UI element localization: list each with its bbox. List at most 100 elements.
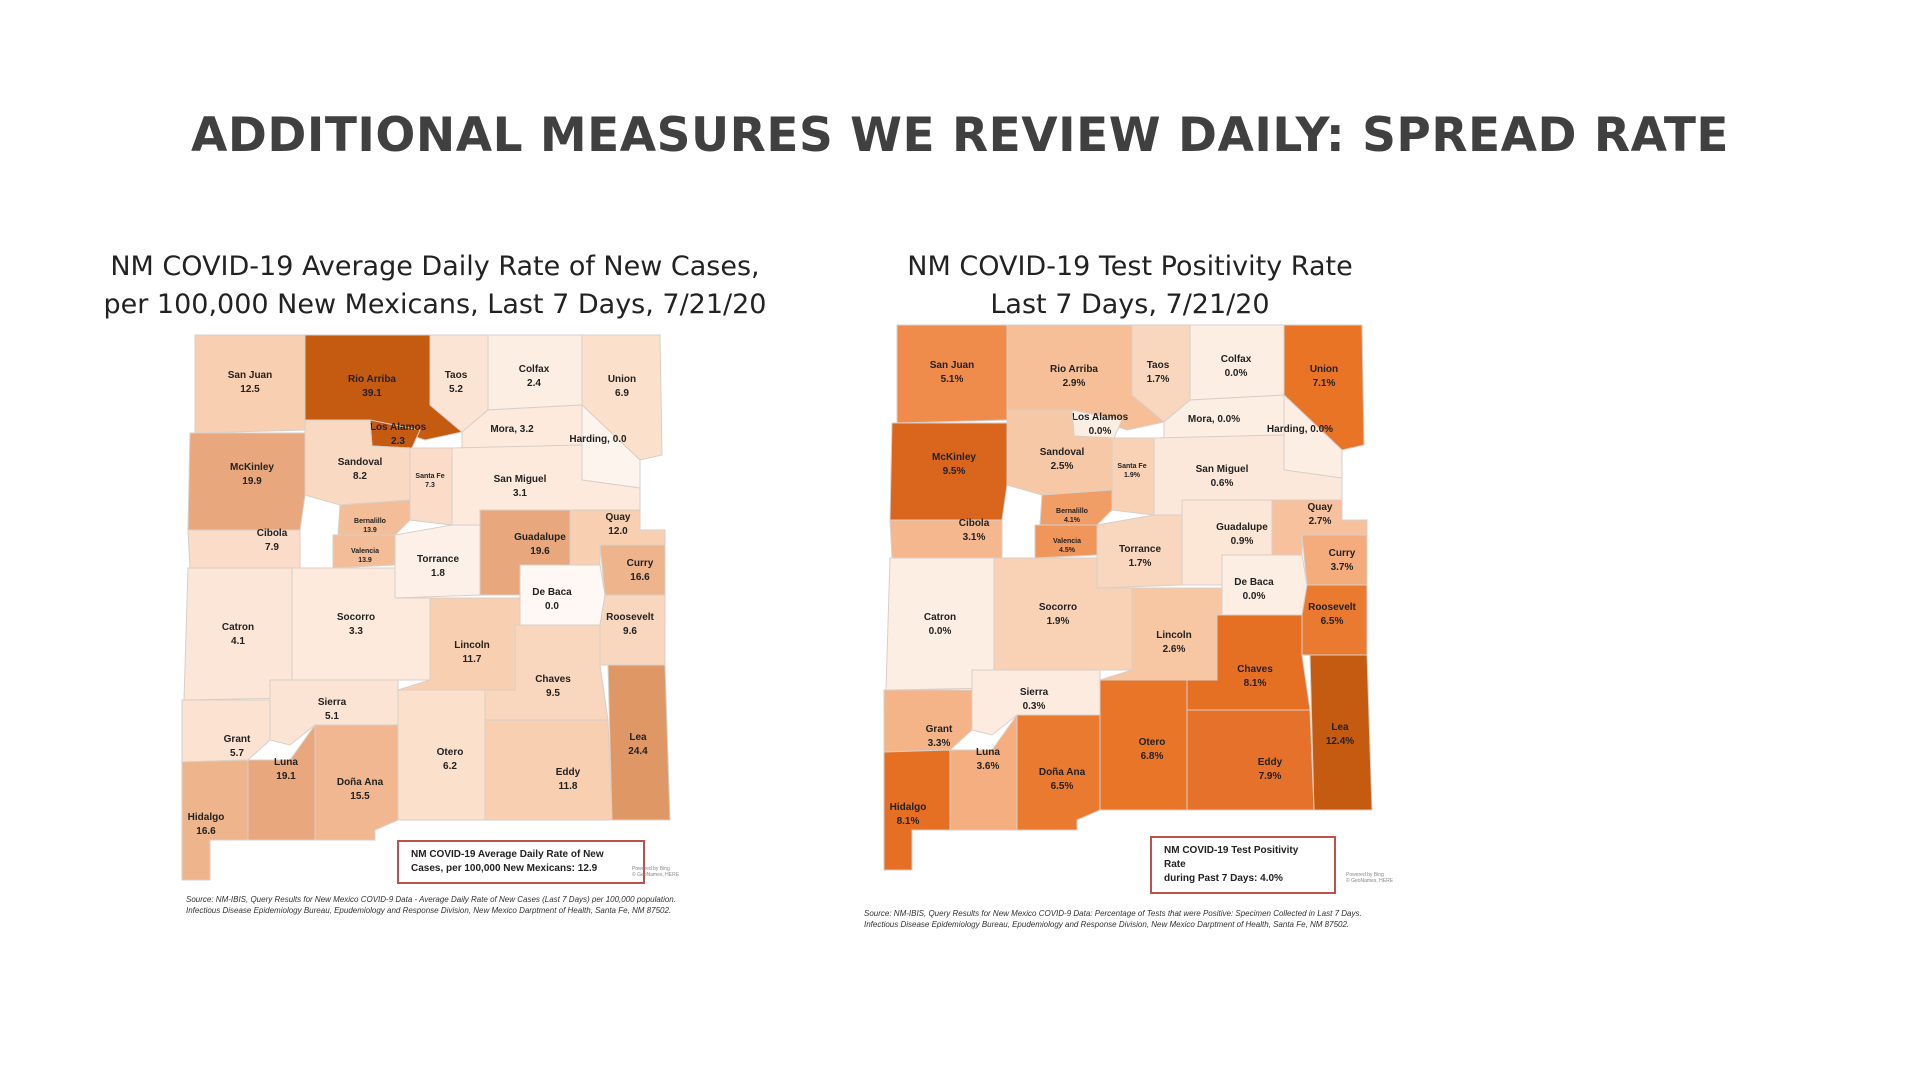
county-eddy — [1186, 709, 1315, 811]
county-name-taos: Taos — [445, 370, 468, 381]
map2-title: NM COVID-19 Test Positivity Rate Last 7 … — [880, 248, 1380, 324]
county-name-lea: Lea — [629, 732, 647, 743]
county-value-otero: 6.2 — [443, 761, 457, 772]
map2-attribution: Powered by Bing © GeoNames, HERE — [1346, 872, 1393, 884]
map1-title-line2: per 100,000 New Mexicans, Last 7 Days, 7… — [103, 289, 767, 320]
county-name-quay: Quay — [605, 512, 630, 523]
county-name-eddy: Eddy — [1258, 757, 1283, 768]
county-value-catron: 4.1 — [231, 636, 245, 647]
county-name-bernalillo: Bernalillo — [354, 518, 386, 525]
county-name-lea: Lea — [1331, 722, 1349, 733]
county-name-guadalupe: Guadalupe — [514, 532, 566, 543]
map2-source: Source: NM-IBIS, Query Results for New M… — [864, 909, 1362, 929]
county-value-valencia: 13.9 — [358, 557, 372, 564]
county-value-hidalgo: 8.1% — [897, 816, 920, 827]
map1-title: NM COVID-19 Average Daily Rate of New Ca… — [90, 248, 780, 324]
county-value-hidalgo: 16.6 — [196, 826, 216, 837]
county-dona-ana — [314, 724, 399, 841]
county-name-san-miguel: San Miguel — [1196, 464, 1249, 475]
county-value-san-miguel: 0.6% — [1211, 478, 1234, 489]
county-value-roosevelt: 9.6 — [623, 626, 637, 637]
county-curry — [1301, 534, 1368, 586]
county-value-de-baca: 0.0 — [545, 601, 559, 612]
county-name-otero: Otero — [1139, 737, 1166, 748]
county-bernalillo — [337, 499, 411, 536]
map2-test-positivity: San Juan 5.1% Rio Arriba 2.9% Taos 1.7% Colfax… — [883, 324, 1373, 871]
county-name-torrance: Torrance — [1119, 544, 1161, 555]
county-value-grant: 3.3% — [928, 738, 951, 749]
county-value-taos: 1.7% — [1147, 374, 1170, 385]
county-union — [1283, 324, 1365, 451]
county-value-mckinley: 9.5% — [943, 466, 966, 477]
slide-title: ADDITIONAL MEASURES WE REVIEW DAILY: SPR… — [190, 108, 1729, 163]
county-name-lincoln: Lincoln — [454, 640, 490, 651]
county-value-curry: 16.6 — [630, 572, 650, 583]
county-name-grant: Grant — [926, 724, 953, 735]
county-name-hidalgo: Hidalgo — [890, 802, 927, 813]
county-name-san-juan: San Juan — [930, 360, 974, 371]
map1-new-cases-rate: San Juan 12.5 Rio Arriba 39.1 Taos 5.2 Colfax 2… — [181, 334, 671, 881]
county-name-hidalgo: Hidalgo — [188, 812, 225, 823]
county-name-mora: Mora, 3.2 — [490, 424, 534, 435]
county-name-los-alamos: Los Alamos — [370, 422, 427, 433]
county-value-torrance: 1.8 — [431, 568, 445, 579]
county-value-socorro: 3.3 — [349, 626, 363, 637]
county-dona-ana — [1016, 714, 1101, 831]
county-name-union: Union — [1310, 364, 1338, 375]
county-value-rio-arriba: 39.1 — [362, 388, 382, 399]
map2-legend: NM COVID-19 Test Positivity Rate during … — [1150, 836, 1336, 894]
county-value-curry: 3.7% — [1331, 562, 1354, 573]
county-name-rio-arriba: Rio Arriba — [1050, 364, 1098, 375]
map1-legend-line2: Cases, per 100,000 New Mexicans: 12.9 — [411, 863, 598, 874]
county-name-lincoln: Lincoln — [1156, 630, 1192, 641]
county-name-bernalillo: Bernalillo — [1056, 508, 1088, 515]
county-name-harding: Harding, 0.0 — [569, 434, 627, 445]
county-name-taos: Taos — [1147, 360, 1170, 371]
county-name-de-baca: De Baca — [1234, 577, 1274, 588]
county-value-los-alamos: 0.0% — [1089, 426, 1112, 437]
county-value-colfax: 0.0% — [1225, 368, 1248, 379]
county-name-otero: Otero — [437, 747, 464, 758]
county-value-san-juan: 5.1% — [941, 374, 964, 385]
county-name-santa-fe: Santa Fe — [415, 473, 444, 480]
county-value-san-miguel: 3.1 — [513, 488, 527, 499]
county-value-sierra: 5.1 — [325, 711, 339, 722]
county-value-torrance: 1.7% — [1129, 558, 1152, 569]
county-value-grant: 5.7 — [230, 748, 244, 759]
county-value-los-alamos: 2.3 — [391, 436, 405, 447]
county-value-quay: 2.7% — [1309, 516, 1332, 527]
county-bernalillo — [1039, 489, 1113, 526]
county-grant — [883, 689, 973, 753]
county-name-san-juan: San Juan — [228, 370, 272, 381]
county-name-de-baca: De Baca — [532, 587, 572, 598]
map1-attribution: Powered by Bing © GeoNames, HERE — [632, 866, 679, 878]
county-name-mckinley: McKinley — [230, 462, 274, 473]
county-name-harding: Harding, 0.0% — [1267, 424, 1333, 435]
county-hidalgo — [181, 759, 249, 881]
county-name-torrance: Torrance — [417, 554, 459, 565]
county-value-dona-ana: 15.5 — [350, 791, 370, 802]
map1-legend-line1: NM COVID-19 Average Daily Rate of New — [411, 849, 604, 860]
map2-title-line2: Last 7 Days, 7/21/20 — [990, 289, 1270, 320]
map2-attribution-line1: Powered by Bing — [1346, 872, 1384, 878]
county-name-eddy: Eddy — [556, 767, 581, 778]
county-value-bernalillo: 13.9 — [363, 527, 377, 534]
map2-title-line1: NM COVID-19 Test Positivity Rate — [907, 251, 1353, 282]
county-value-lea: 24.4 — [628, 746, 648, 757]
county-value-lincoln: 2.6% — [1163, 644, 1186, 655]
county-name-sierra: Sierra — [318, 697, 347, 708]
county-name-colfax: Colfax — [519, 364, 550, 375]
county-curry — [599, 544, 666, 596]
county-name-socorro: Socorro — [337, 612, 375, 623]
county-name-catron: Catron — [222, 622, 254, 633]
county-value-eddy: 11.8 — [559, 781, 578, 792]
county-value-rio-arriba: 2.9% — [1063, 378, 1086, 389]
county-value-guadalupe: 0.9% — [1231, 536, 1254, 547]
county-name-mckinley: McKinley — [932, 452, 976, 463]
county-value-santa-fe: 7.3 — [425, 482, 435, 489]
map1-attribution-line2: © GeoNames, HERE — [632, 872, 680, 878]
county-value-mckinley: 19.9 — [242, 476, 262, 487]
county-value-valencia: 4.5% — [1059, 547, 1076, 554]
county-lea — [1309, 654, 1373, 811]
county-name-curry: Curry — [1329, 548, 1356, 559]
